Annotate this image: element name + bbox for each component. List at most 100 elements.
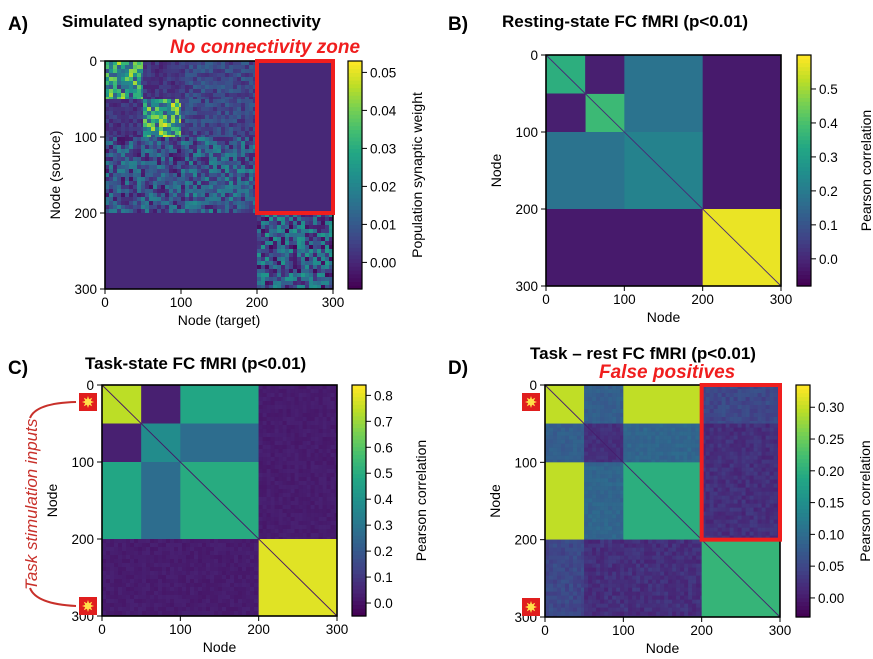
heatmap-cell: [258, 497, 263, 501]
heatmap-cell: [155, 131, 159, 135]
heatmap-cell: [186, 551, 190, 555]
heatmap-cell: [138, 567, 142, 571]
heatmap-cell: [109, 97, 113, 99]
heatmap-cell: [217, 189, 221, 193]
heatmap-cell: [242, 591, 246, 595]
heatmap-cell: [237, 111, 241, 115]
heatmap-cell: [229, 145, 233, 149]
heatmap-cell: [233, 123, 237, 127]
heatmap-cell: [233, 141, 237, 145]
heatmap-cell: [294, 457, 299, 461]
heatmap-cell: [294, 481, 299, 485]
heatmap-cell: [729, 475, 734, 480]
colorbar-segment: [348, 239, 362, 244]
heatmap-cell: [313, 245, 317, 249]
heatmap-cell: [643, 435, 648, 440]
heatmap-cell: [305, 285, 309, 289]
heatmap-cell: [745, 397, 750, 401]
heatmap-cell: [745, 413, 750, 417]
heatmap-cell: [113, 173, 117, 177]
heatmap-cell: [725, 471, 730, 476]
heatmap-cell: [301, 217, 305, 221]
heatmap-cell: [237, 65, 241, 69]
heatmap-cell: [675, 439, 680, 444]
heatmap-cell: [592, 393, 597, 397]
heatmap-cell: [278, 409, 283, 413]
heatmap-cell: [110, 547, 114, 551]
heatmap-cell: [277, 233, 281, 237]
heatmap-cell: [745, 393, 750, 397]
heatmap-cell: [143, 131, 147, 135]
heatmap-cell: [282, 405, 287, 409]
heatmap-cell: [109, 115, 113, 119]
colorbar-segment: [348, 167, 362, 172]
heatmap-cell: [175, 93, 179, 97]
heatmap-cell: [102, 555, 106, 559]
heatmap-cell: [565, 435, 569, 440]
heatmap-cell: [705, 409, 710, 413]
heatmap-cell: [581, 443, 585, 448]
heatmap-cell: [285, 285, 289, 289]
heatmap-cell: [185, 115, 189, 119]
heatmap-cell: [163, 107, 167, 111]
colorbar-segment: [352, 392, 366, 398]
heatmap-cell: [189, 97, 193, 99]
heatmap-cell: [137, 153, 141, 157]
heatmap-cell: [209, 127, 213, 131]
heatmap-cell: [270, 397, 275, 401]
heatmap-cell: [687, 423, 692, 428]
heatmap-cell: [117, 65, 121, 69]
heatmap-cell: [233, 193, 237, 197]
heatmap-cell: [330, 481, 335, 485]
heatmap-cell: [695, 451, 700, 456]
heatmap-cell: [745, 389, 750, 393]
heatmap-cell: [179, 115, 181, 119]
heatmap-cell: [306, 497, 311, 501]
heatmap-cell: [143, 99, 147, 103]
heatmap-cell: [298, 473, 303, 477]
heatmap-cell: [201, 81, 205, 85]
heatmap-cell: [151, 73, 155, 77]
heatmap-cell: [310, 453, 315, 457]
heatmap-cell: [206, 575, 210, 579]
heatmap-cell: [121, 145, 125, 149]
heatmap-cell: [604, 522, 609, 527]
heatmap-cell: [261, 265, 265, 269]
heatmap-cell: [314, 389, 319, 393]
heatmap-cell: [229, 131, 233, 135]
x-axis-label: Node: [203, 639, 237, 655]
heatmap-cell: [209, 115, 213, 119]
colorbar-segment: [797, 155, 811, 160]
heatmap-cell: [741, 401, 746, 405]
heatmap-cell: [217, 153, 221, 157]
heatmap-cell: [173, 181, 177, 185]
heatmap-cell: [173, 205, 177, 209]
heatmap-cell: [330, 429, 335, 433]
heatmap-cell: [181, 185, 185, 189]
heatmap-cell: [209, 161, 213, 165]
heatmap-cell: [102, 599, 106, 603]
heatmap-cell: [717, 417, 722, 421]
heatmap-cell: [306, 521, 311, 525]
heatmap-cell: [667, 427, 672, 432]
heatmap-cell: [757, 431, 762, 436]
heatmap-cell: [225, 69, 229, 73]
heatmap-cell: [286, 509, 291, 513]
heatmap-cell: [334, 457, 337, 461]
heatmap-cell: [217, 131, 221, 135]
heatmap-cell: [169, 177, 173, 181]
heatmap-cell: [721, 459, 726, 464]
colorbar-segment: [348, 68, 362, 73]
heatmap-cell: [290, 417, 295, 421]
heatmap-cell: [600, 451, 605, 456]
heatmap-cell: [281, 269, 285, 273]
heatmap-cell: [185, 137, 189, 141]
colorbar-segment: [348, 186, 362, 191]
heatmap-cell: [209, 131, 213, 135]
heatmap-cell: [258, 509, 263, 513]
heatmap-cell: [250, 539, 254, 543]
heatmap-cell: [769, 455, 774, 460]
heatmap-cell: [230, 603, 234, 607]
heatmap-cell: [230, 543, 234, 547]
heatmap-cell: [146, 571, 150, 575]
